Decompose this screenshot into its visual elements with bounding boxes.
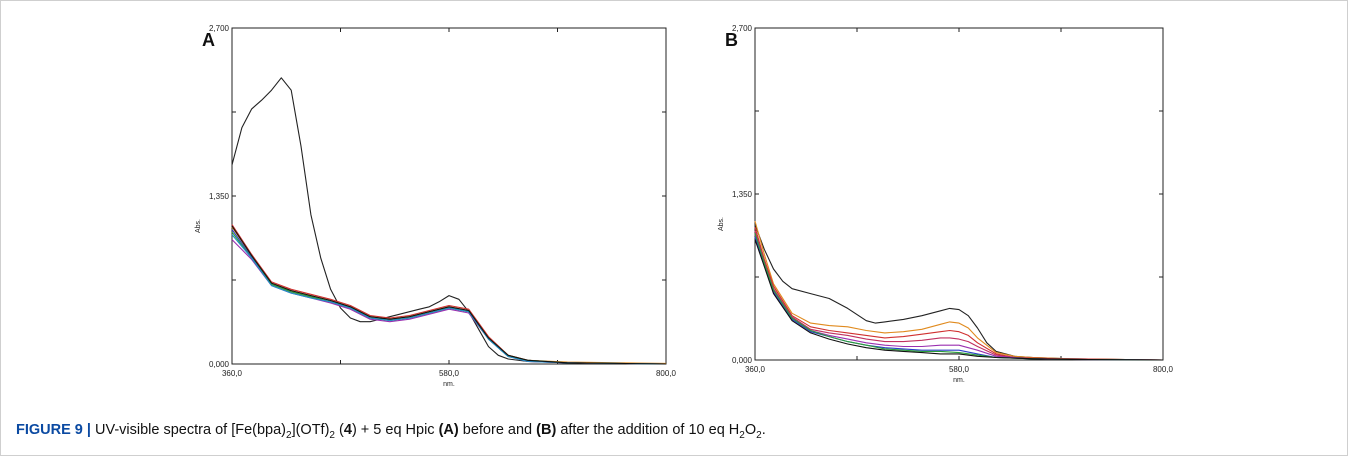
panel-a-series-line-1 — [231, 77, 667, 365]
panel-a-series-line-8 — [231, 225, 667, 365]
panel-b-y-tick-label: 2,700 — [732, 24, 753, 33]
panel-a-y-tick-label: 1,350 — [209, 192, 230, 201]
caption-compound-number: 4 — [343, 422, 352, 438]
panel-b-series-line-1 — [754, 224, 1164, 361]
panel-a-x-tick-label: 580,0 — [439, 369, 460, 378]
panel-b-series-line-6 — [754, 236, 1164, 361]
panel-a-x-axis-label: nm. — [443, 381, 455, 388]
panel-b-y-tick-label: 1,350 — [732, 190, 753, 199]
caption-sub-4: 2 — [756, 429, 762, 441]
panel-b-x-axis-label: nm. — [953, 377, 965, 384]
panel-b-y-axis-label: Abs. — [718, 217, 725, 231]
caption-text-7: after the addition of 10 eq H — [560, 422, 740, 438]
panel-b-x-tick-label: 580,0 — [949, 365, 970, 374]
caption-sub-2: 2 — [329, 429, 335, 441]
caption-sub-3: 2 — [739, 429, 745, 441]
figure-label: FIGURE 9 | — [16, 422, 91, 438]
panel-b-series-line-8 — [754, 239, 1164, 361]
panel-a-plot-frame — [231, 27, 667, 365]
panel-a-series-line-6 — [231, 231, 667, 365]
panel-a-y-axis-label: Abs. — [195, 219, 202, 233]
panel-b-series-line-2 — [754, 220, 1164, 361]
panel-b-series-line-7 — [754, 233, 1164, 361]
caption-text-6: before and — [462, 422, 533, 438]
panel-a-series-line-7 — [231, 234, 667, 365]
panel-b-series-line-3 — [754, 227, 1164, 361]
caption-text-2: ](OTf) — [291, 422, 330, 438]
panel-b-y-tick-label: 0,000 — [732, 356, 753, 365]
panel-b-series-line-5 — [754, 234, 1164, 361]
panel-a-series-line-3 — [231, 229, 667, 365]
figure-panels: 360,0 580,0 800,00,0001,3502,700nm.Abs.A36… — [195, 24, 1174, 388]
caption-panel-a-ref: (A) — [438, 422, 459, 438]
panel-a-y-tick-label: 2,700 — [209, 24, 230, 33]
panel-b-x-tick-label: 360,0 — [745, 365, 766, 374]
panel-a-panel-label: A — [202, 30, 215, 50]
caption-panel-b-ref: (B) — [536, 422, 557, 438]
caption-text-1: UV-visible spectra of [Fe(bpa) — [95, 422, 286, 438]
panel-b-panel-label: B — [725, 30, 738, 50]
panel-b-x-tick-label: 800,0 — [1153, 365, 1174, 374]
panel-a-x-tick-label: 360,0 — [222, 369, 243, 378]
caption-sub-1: 2 — [286, 429, 292, 441]
panel-a-x-tick-label: 800,0 — [656, 369, 677, 378]
panel-b-chart: 360,0 580,0 800,0 0,000 1,350 2,700 nm. Abs. B — [718, 24, 1174, 384]
figure-caption: FIGURE 9 | UV-visible spectra of [Fe(bpa… — [16, 422, 766, 441]
caption-text-8: O — [744, 422, 757, 438]
caption-text-3: ( — [339, 422, 344, 438]
panel-a-series-line-5 — [231, 239, 667, 365]
panel-a-chart: 360,0 580,0 800,0 0,000 1,350 2,700 nm. Abs. A — [195, 24, 677, 388]
panel-a-y-tick-label: 0,000 — [209, 360, 230, 369]
caption-text-9: . — [761, 422, 766, 438]
caption-text-5: ) + 5 eq Hpic — [351, 422, 435, 438]
